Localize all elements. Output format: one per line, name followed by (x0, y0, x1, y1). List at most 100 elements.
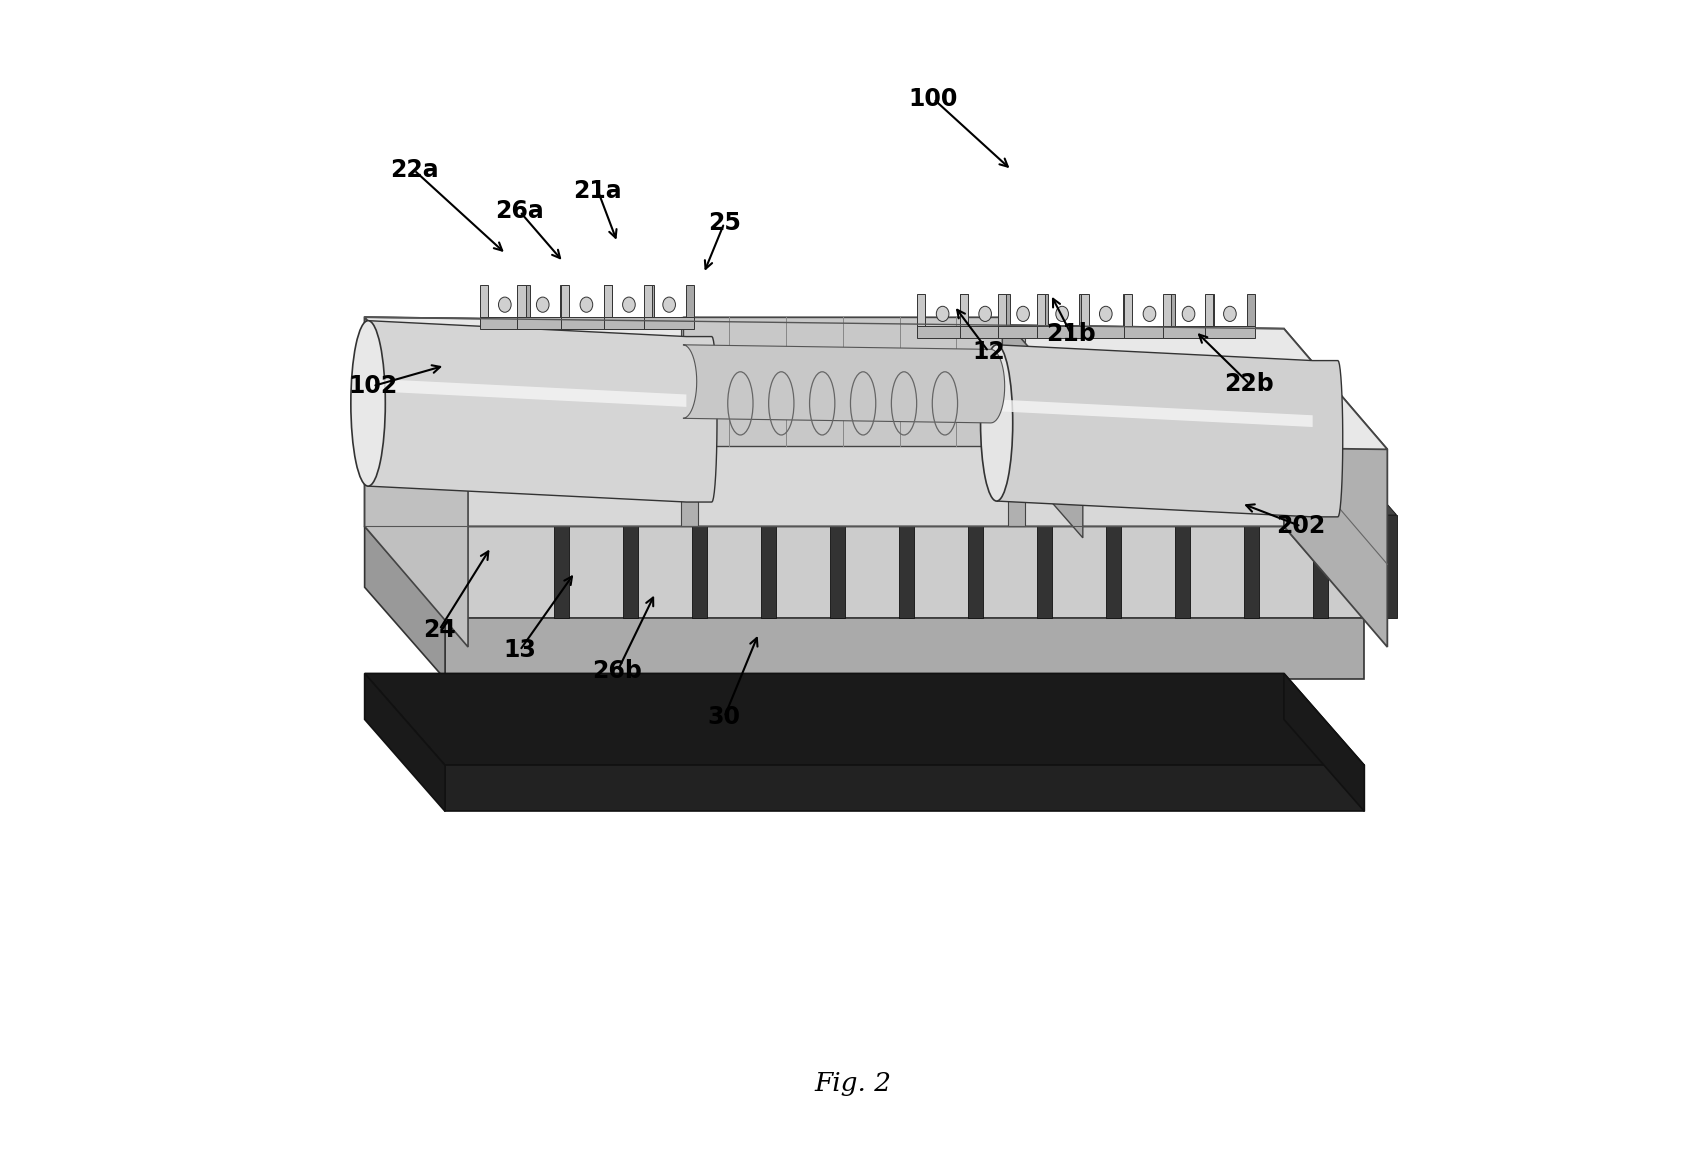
Ellipse shape (663, 297, 675, 312)
Polygon shape (479, 316, 530, 329)
Polygon shape (1163, 326, 1214, 338)
Ellipse shape (1222, 306, 1236, 321)
Polygon shape (1311, 515, 1326, 619)
Polygon shape (748, 423, 764, 527)
Polygon shape (1025, 423, 1040, 527)
Polygon shape (680, 317, 697, 527)
Text: Fig. 2: Fig. 2 (813, 1071, 892, 1097)
Text: 22a: 22a (389, 158, 438, 183)
Polygon shape (818, 423, 834, 527)
Polygon shape (365, 527, 1364, 619)
Ellipse shape (980, 344, 1013, 501)
Ellipse shape (1182, 306, 1193, 321)
Polygon shape (1122, 294, 1130, 326)
Text: 21b: 21b (1045, 322, 1096, 347)
Ellipse shape (936, 306, 948, 321)
Polygon shape (682, 317, 1083, 409)
Polygon shape (643, 316, 694, 329)
Polygon shape (960, 326, 1009, 338)
Polygon shape (692, 515, 706, 619)
Ellipse shape (535, 297, 549, 312)
Text: 22b: 22b (1224, 372, 1274, 395)
Polygon shape (612, 423, 626, 527)
Polygon shape (474, 423, 488, 527)
Polygon shape (1093, 423, 1188, 515)
Polygon shape (960, 294, 967, 326)
Polygon shape (522, 285, 530, 316)
Polygon shape (559, 285, 568, 316)
Ellipse shape (498, 297, 511, 312)
Polygon shape (1284, 329, 1386, 647)
Polygon shape (1008, 329, 1025, 527)
Polygon shape (917, 326, 967, 338)
Polygon shape (1231, 423, 1246, 527)
Ellipse shape (1098, 306, 1112, 321)
Polygon shape (1124, 294, 1132, 326)
Polygon shape (365, 317, 467, 647)
Polygon shape (1204, 294, 1212, 326)
Polygon shape (1231, 423, 1326, 515)
Polygon shape (365, 527, 445, 679)
Polygon shape (996, 399, 1311, 427)
Polygon shape (622, 515, 638, 619)
Polygon shape (682, 317, 1003, 445)
Polygon shape (957, 423, 970, 527)
Ellipse shape (351, 321, 385, 486)
Polygon shape (680, 423, 776, 515)
Polygon shape (1093, 423, 1108, 527)
Text: 12: 12 (972, 340, 1004, 364)
Ellipse shape (1142, 306, 1154, 321)
Polygon shape (1163, 423, 1178, 527)
Polygon shape (1204, 326, 1255, 338)
Polygon shape (967, 515, 982, 619)
Polygon shape (542, 423, 558, 527)
Polygon shape (646, 285, 653, 316)
Polygon shape (1003, 294, 1009, 326)
Polygon shape (365, 673, 1364, 765)
Polygon shape (1079, 294, 1088, 326)
Polygon shape (1037, 515, 1052, 619)
Polygon shape (1105, 515, 1120, 619)
Polygon shape (917, 294, 924, 326)
Polygon shape (748, 423, 844, 515)
Polygon shape (887, 423, 902, 527)
Polygon shape (368, 379, 685, 407)
Polygon shape (760, 515, 776, 619)
Text: 26a: 26a (494, 200, 544, 223)
Polygon shape (680, 423, 696, 527)
Polygon shape (1301, 423, 1396, 515)
Polygon shape (445, 765, 1364, 812)
Polygon shape (1163, 294, 1171, 326)
Polygon shape (1079, 326, 1130, 338)
Polygon shape (517, 316, 568, 329)
Polygon shape (1246, 294, 1255, 326)
Polygon shape (887, 423, 982, 515)
Polygon shape (1079, 294, 1086, 326)
Polygon shape (368, 321, 716, 502)
Text: 26b: 26b (592, 659, 643, 683)
Polygon shape (997, 326, 1049, 338)
Polygon shape (365, 317, 1386, 449)
Polygon shape (1163, 423, 1258, 515)
Text: 100: 100 (909, 87, 958, 110)
Polygon shape (818, 423, 914, 515)
Ellipse shape (1016, 306, 1028, 321)
Ellipse shape (622, 297, 634, 312)
Polygon shape (479, 285, 488, 316)
Polygon shape (1166, 294, 1175, 326)
Polygon shape (1205, 294, 1214, 326)
Polygon shape (561, 316, 612, 329)
Polygon shape (1243, 515, 1258, 619)
Text: 24: 24 (423, 618, 455, 642)
Polygon shape (1037, 294, 1043, 326)
Polygon shape (365, 673, 445, 812)
Polygon shape (542, 423, 638, 515)
Ellipse shape (979, 306, 991, 321)
Text: 25: 25 (708, 211, 740, 235)
Polygon shape (474, 423, 569, 515)
Ellipse shape (1055, 306, 1067, 321)
Polygon shape (685, 285, 694, 316)
Polygon shape (1381, 515, 1396, 619)
Text: 202: 202 (1275, 514, 1325, 538)
Polygon shape (604, 285, 612, 316)
